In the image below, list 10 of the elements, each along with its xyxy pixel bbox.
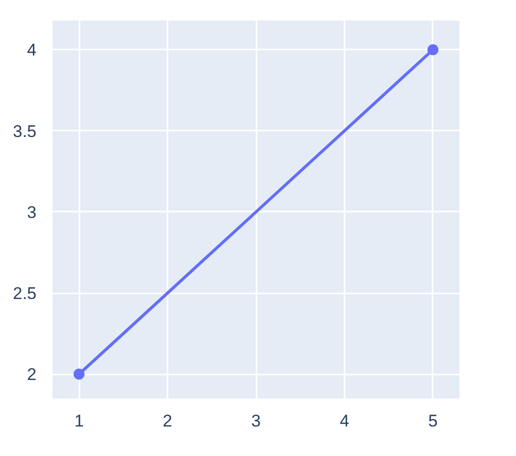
x-tick-label: 2 (162, 412, 172, 430)
x-tick-label: 4 (340, 412, 350, 430)
y-tick-label: 3.5 (12, 122, 37, 141)
y-tick-label: 2 (27, 365, 37, 384)
y-tick-label: 3 (27, 202, 37, 222)
x-tick-label: 1 (74, 412, 84, 430)
x-tick-label: 3 (251, 412, 261, 430)
y-tick-label: 2.5 (12, 284, 37, 304)
y-tick-label: 4 (27, 40, 37, 60)
x-tick-label: 5 (428, 412, 438, 430)
